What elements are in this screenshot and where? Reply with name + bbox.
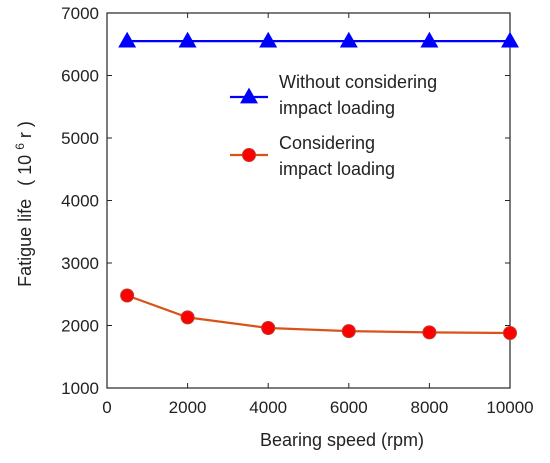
series-1-point-0 xyxy=(120,288,135,303)
legend-label-1-line2: impact loading xyxy=(279,159,395,179)
series-1-point-5 xyxy=(503,326,517,340)
legend: Without considering impact loading Consid… xyxy=(230,72,437,179)
legend-label-0-line2: impact loading xyxy=(279,98,395,118)
y-axis-title-unit-suffix: r ) xyxy=(15,121,35,138)
series-0-point-5 xyxy=(501,31,519,48)
series-0-point-4 xyxy=(420,31,439,48)
series-1-point-4 xyxy=(422,325,437,340)
legend-label-1-line1: Considering xyxy=(279,133,375,153)
x-tick-label-5: 10000 xyxy=(486,398,533,417)
series-1-line xyxy=(126,294,511,335)
series-0-point-3 xyxy=(339,31,358,48)
series-1-point-1 xyxy=(180,310,195,325)
y-axis-title: Fatigue life ( 10 6 r ) xyxy=(8,121,35,287)
y-axis-title-unit-prefix: ( 10 xyxy=(15,155,35,186)
series-1-point-2 xyxy=(261,321,276,335)
y-tick-label-4: 5000 xyxy=(61,129,99,148)
legend-marker-0 xyxy=(240,87,258,104)
y-axis-title-main: Fatigue life xyxy=(15,199,35,287)
y-tick-label-1: 2000 xyxy=(61,317,99,336)
series-0-point-0 xyxy=(118,31,137,48)
y-tick-label-5: 6000 xyxy=(61,67,99,86)
y-axis-title-unit-exp: 6 xyxy=(13,143,27,150)
series-0-point-1 xyxy=(178,31,197,48)
series-0-point-2 xyxy=(259,31,278,48)
x-tick-label-4: 8000 xyxy=(410,398,448,417)
x-axis-title: Bearing speed (rpm) xyxy=(260,430,424,450)
x-tick-label-0: 0 xyxy=(102,398,111,417)
legend-marker-1 xyxy=(242,148,256,162)
axes: 0 2000 4000 6000 8000 10000 1000 2000 3000 4000 50… xyxy=(61,4,533,417)
x-tick-label-1: 2000 xyxy=(169,398,207,417)
y-tick-label-2: 3000 xyxy=(61,254,99,273)
y-tick-label-3: 4000 xyxy=(61,192,99,211)
legend-label-0-line1: Without considering xyxy=(279,72,437,92)
series-1-point-3 xyxy=(341,324,356,339)
x-tick-label-3: 6000 xyxy=(330,398,368,417)
series-layer xyxy=(118,31,519,340)
x-tick-label-2: 4000 xyxy=(249,398,287,417)
y-tick-label-6: 7000 xyxy=(61,4,99,23)
y-tick-label-0: 1000 xyxy=(61,379,99,398)
